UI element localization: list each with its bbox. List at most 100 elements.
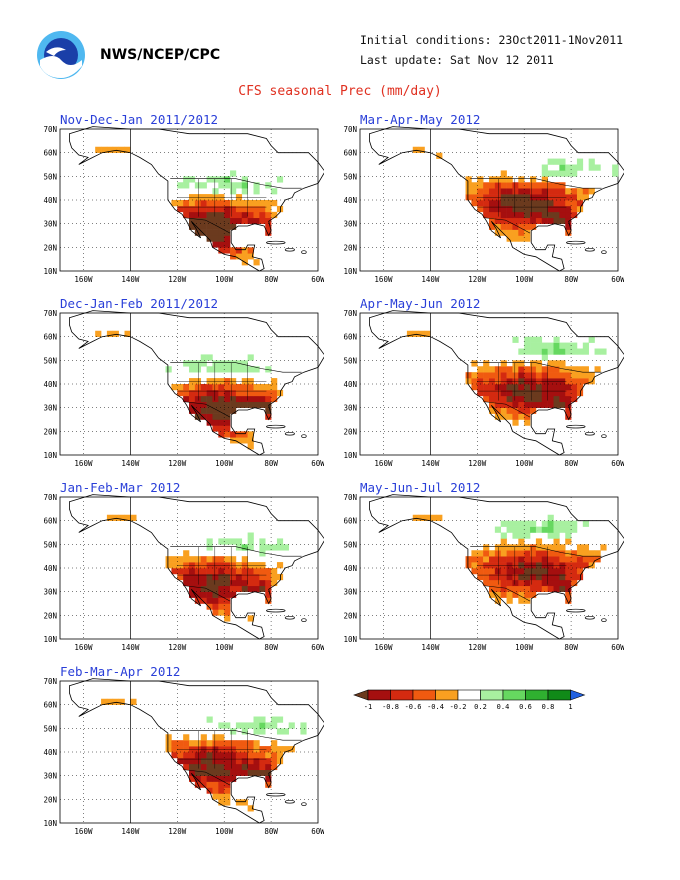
anomaly-cell [230, 170, 237, 177]
anomaly-cell [518, 526, 525, 533]
anomaly-cell [553, 336, 560, 343]
anomaly-cell [477, 573, 484, 581]
anomaly-cell [535, 200, 543, 207]
lat-label: 70N [343, 125, 357, 134]
anomaly-cell [512, 366, 519, 373]
anomaly-cell [594, 164, 601, 171]
anomaly-cell [224, 781, 231, 788]
lat-label: 50N [343, 540, 357, 549]
anomaly-cell [189, 378, 196, 385]
anomaly-cell [241, 200, 248, 207]
anomaly-cell [265, 389, 272, 397]
anomaly-cell [194, 752, 202, 759]
anomaly-cell [565, 348, 572, 355]
anomaly-cell [535, 194, 543, 201]
anomaly-cell [218, 389, 225, 397]
anomaly-cell [500, 182, 507, 189]
anomaly-cell [494, 579, 502, 587]
anomaly-cell [118, 698, 125, 705]
coastline [69, 678, 324, 824]
panel-fma: Feb-Mar-Apr 2012 70N 60N 50N 40N 30N 20N 10N 16… [34, 664, 324, 839]
anomaly-cell [189, 217, 196, 224]
anomaly-cell [206, 389, 213, 397]
anomaly-cell [512, 211, 519, 219]
anomaly-cell [500, 200, 507, 207]
anomaly-cell [224, 757, 231, 765]
anomaly-cell [271, 378, 278, 385]
anomaly-cell [506, 562, 513, 569]
anomaly-cell [282, 728, 289, 735]
anomaly-cell [206, 407, 213, 414]
anomaly-cell [494, 389, 502, 397]
anomaly-cell [265, 781, 272, 788]
anomaly-cell [494, 372, 502, 379]
anomaly-cell [483, 200, 490, 207]
island [584, 247, 595, 252]
anomaly-cell [518, 229, 525, 236]
anomaly-cell [235, 211, 243, 219]
anomaly-cell [259, 550, 266, 557]
lon-label: 100W [215, 643, 234, 652]
anomaly-cell [506, 550, 513, 557]
anomaly-cell [576, 200, 584, 207]
panel-jfm: Jan-Feb-Mar 2012 70N 60N 50N 40N 30N 20N 10N 16… [34, 480, 324, 655]
anomaly-cell [553, 378, 560, 385]
anomaly-cell [547, 514, 554, 521]
anomaly-cell [265, 568, 272, 575]
anomaly-cell [171, 568, 178, 575]
color-legend: -1 -0.8 -0.6 -0.4 -0.2 0.2 0.4 0.6 0.8 1 [353, 689, 586, 710]
anomaly-cell [524, 223, 531, 230]
anomaly-cell [512, 520, 519, 527]
lat-label: 50N [43, 356, 57, 365]
anomaly-cell [241, 568, 248, 575]
lon-label: 160W [374, 459, 393, 468]
anomaly-cell [218, 223, 225, 230]
anomaly-cell [212, 752, 219, 759]
anomaly-cell [212, 241, 219, 248]
anomaly-cell [565, 597, 572, 604]
anomaly-cell [582, 366, 589, 373]
anomaly-cell [571, 211, 578, 219]
anomaly-cell [230, 217, 237, 224]
anomaly-cell [500, 532, 507, 539]
anomaly-cell [530, 205, 537, 213]
anomaly-cell [506, 188, 513, 195]
anomaly-cell [206, 562, 213, 569]
anomaly-field [106, 514, 289, 622]
anomaly-cell [247, 217, 254, 224]
anomaly-cell [265, 211, 272, 219]
anomaly-cell [200, 229, 207, 236]
anomaly-cell [189, 366, 196, 373]
anomaly-cell [530, 520, 537, 527]
anomaly-cell [194, 205, 202, 213]
lon-label: 60W [311, 275, 324, 284]
anomaly-cell [230, 360, 237, 367]
anomaly-cell [177, 556, 184, 563]
anomaly-cell [247, 205, 254, 213]
panel-ndj: Nov-Dec-Jan 2011/2012 70N 60N 50N 40N 30N 20N… [34, 112, 324, 287]
lon-label: 80W [264, 643, 278, 652]
anomaly-cell [230, 573, 237, 581]
border-line [470, 362, 602, 373]
anomaly-cell [259, 389, 266, 397]
anomaly-cell [477, 562, 484, 569]
anomaly-cell [241, 378, 248, 385]
anomaly-cell [271, 200, 278, 207]
lat-label: 20N [43, 243, 57, 252]
lat-label: 40N [43, 196, 57, 205]
anomaly-cell [518, 223, 525, 230]
coastline [69, 494, 324, 640]
anomaly-cell [177, 200, 184, 207]
anomaly-cell [230, 401, 237, 408]
anomaly-cell [265, 205, 272, 213]
anomaly-cell [436, 514, 443, 521]
anomaly-cell [300, 722, 307, 729]
anomaly-cell [547, 348, 554, 355]
anomaly-cell [506, 585, 513, 592]
anomaly-cell [241, 728, 248, 735]
anomaly-cell [124, 330, 131, 337]
anomaly-cell [489, 401, 496, 408]
anomaly-cell [212, 609, 219, 616]
anomaly-cell [524, 194, 531, 201]
anomaly-cell [553, 366, 560, 373]
